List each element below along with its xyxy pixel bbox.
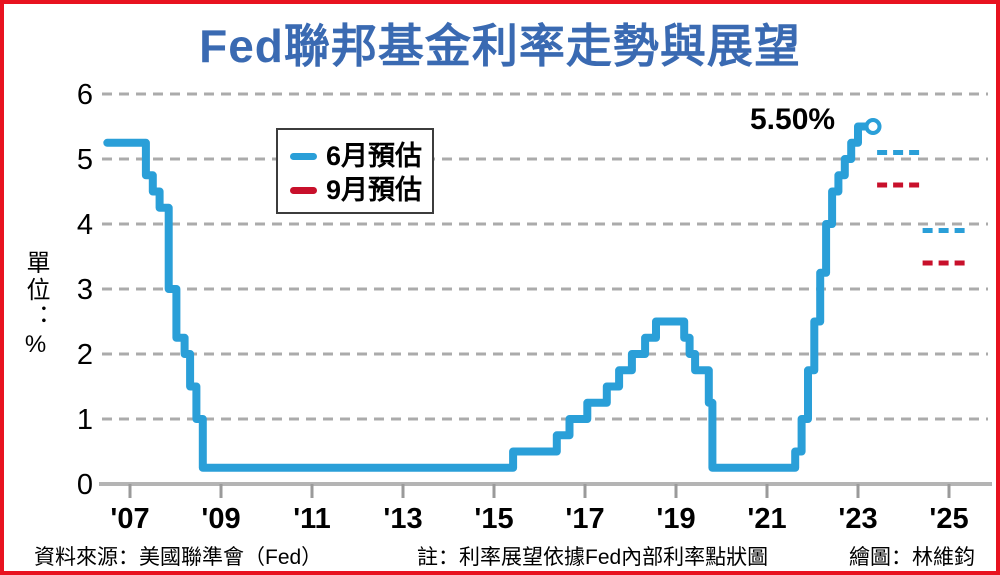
x-tick-label: '21 (747, 503, 786, 535)
y-tick-label: 6 (77, 79, 93, 111)
y-tick-label: 2 (77, 339, 93, 371)
y-tick-label: 5 (77, 144, 93, 176)
x-tick-label: '19 (656, 503, 695, 535)
september-line-swatch (290, 186, 317, 194)
x-tick-label: '23 (838, 503, 877, 535)
footer-credit: 繪圖：林維鈞 (849, 546, 975, 569)
rate-line (103, 122, 877, 472)
legend-label-june: 6月預估 (326, 140, 423, 171)
legend-item-june: 6月預估 (290, 139, 422, 173)
end-marker (864, 118, 882, 135)
x-tick-label: '09 (201, 503, 240, 535)
legend-item-september: 9月預估 (290, 173, 422, 207)
x-tick-label: '07 (110, 503, 149, 535)
june-line-swatch (290, 152, 317, 160)
legend-label-september: 9月預估 (326, 174, 423, 205)
y-tick-label: 4 (77, 209, 93, 241)
chart-title: Fed聯邦基金利率走勢與展望 (199, 20, 801, 72)
peak-rate-annotation: 5.50% (750, 103, 836, 136)
y-tick-label: 0 (77, 469, 93, 501)
x-tick-label: '11 (293, 503, 331, 535)
x-tick-label: '17 (565, 503, 604, 535)
x-tick-label: '13 (383, 503, 422, 535)
chart-canvas: 0 1 2 3 4 5 6 '07 '09 '11 '13 '15 '17 '19 '21 '23 '25 (77, 79, 992, 535)
y-axis-unit-label: 單位：% (22, 250, 49, 361)
x-tick-label: '15 (474, 503, 513, 535)
x-tick-label: '25 (929, 503, 968, 535)
y-tick-label: 1 (77, 404, 93, 436)
footer-source: 資料來源：美國聯準會（Fed） (34, 546, 323, 569)
y-tick-label: 3 (77, 274, 93, 306)
legend: 6月預估 9月預估 (276, 128, 434, 214)
footer-note: 註：利率展望依據Fed內部利率點狀圖 (417, 546, 769, 569)
